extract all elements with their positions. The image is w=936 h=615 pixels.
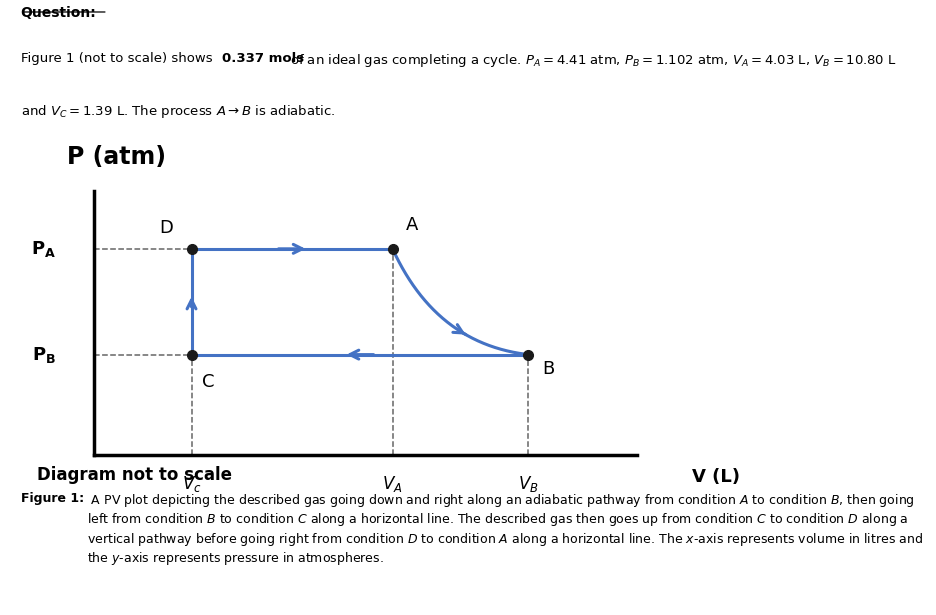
Text: $V_A$: $V_A$ (382, 474, 402, 494)
Text: Diagram not to scale: Diagram not to scale (37, 466, 232, 484)
Text: C: C (202, 373, 214, 391)
Text: of an ideal gas completing a cycle. $P_A = 4.41$ atm, $P_B = 1.102$ atm, $V_A = : of an ideal gas completing a cycle. $P_A… (289, 52, 895, 69)
Text: and $V_C = 1.39$ L. The process $A \rightarrow B$ is adiabatic.: and $V_C = 1.39$ L. The process $A \righ… (21, 103, 334, 121)
Text: Figure 1 (not to scale) shows: Figure 1 (not to scale) shows (21, 52, 216, 65)
Text: Question:: Question: (21, 6, 96, 20)
Text: P (atm): P (atm) (66, 146, 166, 170)
Text: A PV plot depicting the described gas going down and right along an adiabatic pa: A PV plot depicting the described gas go… (86, 492, 922, 567)
Text: V (L): V (L) (691, 469, 739, 486)
Text: $V_B$: $V_B$ (518, 474, 538, 494)
Text: A: A (405, 216, 418, 234)
Text: $\mathbf{P_B}$: $\mathbf{P_B}$ (32, 344, 55, 365)
Text: $V_c$: $V_c$ (182, 474, 201, 494)
Text: 0.337 mols: 0.337 mols (222, 52, 304, 65)
Text: B: B (541, 360, 554, 378)
Text: Figure 1:: Figure 1: (21, 492, 83, 505)
Text: D: D (159, 219, 172, 237)
Text: $\mathbf{P_A}$: $\mathbf{P_A}$ (31, 239, 55, 259)
